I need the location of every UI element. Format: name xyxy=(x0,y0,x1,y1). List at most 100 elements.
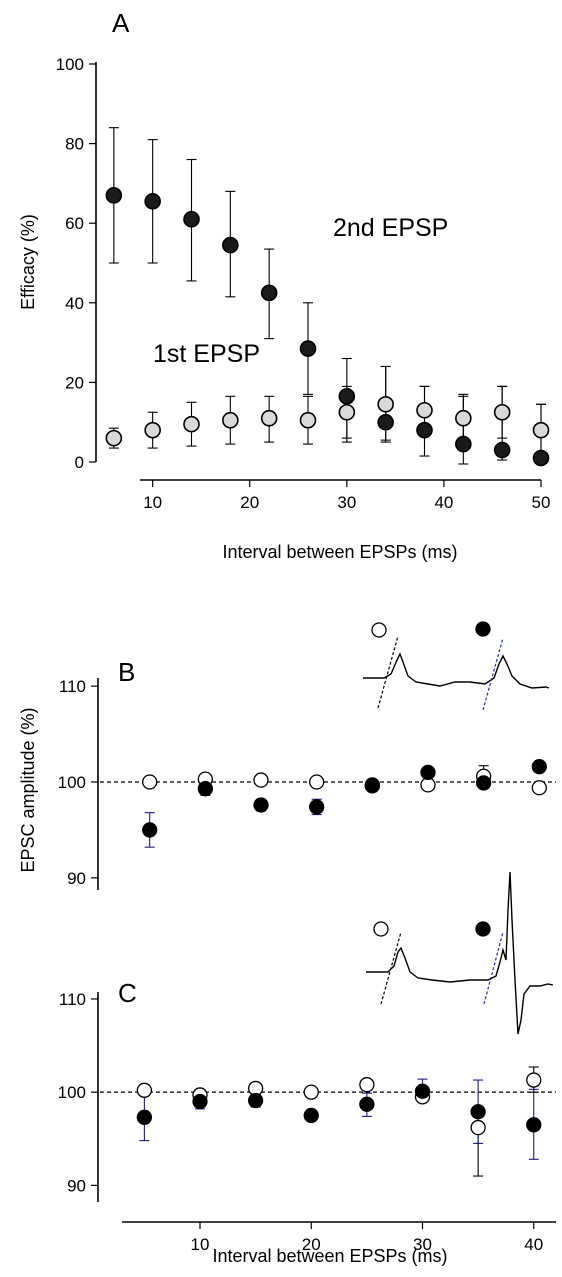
inset-b-open-marker xyxy=(371,622,387,638)
panel-a-y-tick-label: 20 xyxy=(65,373,84,392)
panel-b-point-filled xyxy=(420,764,436,781)
panel-b-inset-trace xyxy=(363,621,550,711)
panel-a-point-1st-epsp xyxy=(105,429,123,447)
panel-b-point-filled xyxy=(364,778,380,794)
panel-b-point-open xyxy=(142,774,158,790)
panel-c-point-open xyxy=(470,1119,486,1136)
panel-b-y-tick-label: 110 xyxy=(59,677,86,696)
panel-b-letter: B xyxy=(118,657,135,687)
panel-c-point-filled xyxy=(192,1093,208,1110)
panel-c-x-tick-label: 40 xyxy=(524,1235,543,1254)
panel-a-point-2nd-epsp xyxy=(338,388,356,405)
panel-c-point-filled xyxy=(247,1092,264,1109)
panel-b-y-label: EPSC amplitude (%) xyxy=(18,707,38,872)
panel-a-x-tick-label: 10 xyxy=(143,493,162,512)
panel-b-point-filled xyxy=(475,775,492,791)
panel-a-point-2nd-epsp xyxy=(455,435,472,453)
inset-b-trace xyxy=(363,652,550,689)
panel-a-y-tick-label: 60 xyxy=(65,214,84,233)
panel-c-x-tick-label: 10 xyxy=(191,1235,210,1254)
panel-a-point-2nd-epsp xyxy=(377,413,394,431)
panel-a-point-1st-epsp xyxy=(377,395,394,413)
panel-a-point-1st-epsp xyxy=(260,409,278,427)
panel-a-x-tick-label: 20 xyxy=(240,493,259,512)
inset-b-filled-marker xyxy=(475,621,491,637)
panel-a-ticks: 0 20 40 60 80 100 10 20 30 40 50 xyxy=(56,55,551,512)
inset-c-open-marker xyxy=(373,921,389,937)
panel-c-point-open xyxy=(359,1077,375,1093)
panel-c: C Interval between EPSPs (ms) 90 100 110 10… xyxy=(58,871,556,1266)
panel-b: B EPSC amplitude (%) 90 100 110 xyxy=(18,621,556,890)
panel-a-point-1st-epsp xyxy=(455,409,472,427)
panel-a-point-2nd-epsp xyxy=(183,210,200,228)
panel-a-marks xyxy=(105,127,550,467)
panel-a-y-tick-label: 40 xyxy=(65,294,84,313)
panel-c-x-label: Interval between EPSPs (ms) xyxy=(212,1246,447,1266)
series-label-2nd-epsp: 2nd EPSP xyxy=(333,214,448,242)
panel-a-x-label: Interval between EPSPs (ms) xyxy=(222,542,457,562)
panel-b-point-filled xyxy=(142,822,158,838)
panel-a-point-1st-epsp xyxy=(338,403,356,421)
series-label-1st-epsp: 1st EPSP xyxy=(153,340,260,368)
panel-a-letter: A xyxy=(112,8,130,38)
panel-b-point-open xyxy=(309,774,325,790)
panel-c-letter: C xyxy=(118,978,137,1008)
panel-b-y-tick-label: 90 xyxy=(67,869,86,888)
panel-b-marks xyxy=(100,759,556,848)
inset-c-filled-marker xyxy=(475,921,491,937)
inset-c-slope-1 xyxy=(380,931,402,1005)
panel-a-point-1st-epsp xyxy=(493,403,511,421)
panel-b-point-filled xyxy=(309,799,325,815)
panel-a-y-tick-label: 100 xyxy=(56,55,84,74)
panel-a-point-2nd-epsp xyxy=(222,236,239,254)
panel-a-point-1st-epsp xyxy=(183,415,200,433)
panel-a-point-2nd-epsp xyxy=(260,284,278,302)
panel-b-point-open xyxy=(253,772,269,788)
panel-a-point-2nd-epsp xyxy=(144,193,161,210)
panel-a-point-2nd-epsp xyxy=(532,449,550,467)
panel-c-point-open xyxy=(526,1072,542,1088)
panel-c-point-filled xyxy=(136,1109,153,1125)
panel-a-x-tick-label: 40 xyxy=(434,493,453,512)
panel-c-point-open xyxy=(136,1082,153,1098)
panel-b-point-filled xyxy=(531,759,547,775)
inset-b-slope-1 xyxy=(377,635,399,709)
panel-a-point-2nd-epsp xyxy=(416,421,433,439)
panel-b-ticks: 90 100 110 xyxy=(58,677,98,888)
panel-c-point-filled xyxy=(303,1107,319,1124)
panel-c-x-tick-label: 20 xyxy=(302,1235,321,1254)
panel-a-x-tick-label: 50 xyxy=(532,493,551,512)
panel-c-y-tick-label: 90 xyxy=(67,1176,86,1195)
panel-a-point-1st-epsp xyxy=(144,421,161,439)
panel-c-point-filled xyxy=(526,1117,542,1133)
inset-c-slope-2 xyxy=(483,931,504,1005)
panel-c-inset-trace xyxy=(366,871,554,1035)
panel-a-point-1st-epsp xyxy=(299,411,317,429)
panel-c-point-filled xyxy=(414,1083,431,1099)
panel-a-y-label: Efficacy (%) xyxy=(18,214,38,310)
panel-a-point-2nd-epsp xyxy=(105,187,123,204)
panel-a-y-tick-label: 80 xyxy=(65,135,84,154)
panel-c-y-tick-label: 100 xyxy=(58,1083,86,1102)
panel-c-y-tick-label: 110 xyxy=(59,990,86,1009)
panel-a-point-1st-epsp xyxy=(532,421,550,439)
panel-a: A Efficacy (%) Interval between EPSPs (m… xyxy=(18,8,550,562)
panel-a-y-tick-label: 0 xyxy=(75,453,84,472)
panel-a-point-2nd-epsp xyxy=(493,441,511,459)
panel-c-point-filled xyxy=(359,1096,375,1112)
inset-b-slope-2 xyxy=(482,637,504,711)
panel-a-x-tick-label: 30 xyxy=(337,493,356,512)
panel-b-y-tick-label: 100 xyxy=(58,773,86,792)
panel-b-point-filled xyxy=(197,781,214,797)
panel-c-point-filled xyxy=(470,1104,486,1120)
inset-c-trace xyxy=(366,871,554,1035)
panel-a-point-1st-epsp xyxy=(222,411,239,429)
panel-c-marks xyxy=(100,1066,556,1177)
panel-c-ticks: 90 100 110 10 20 30 40 xyxy=(58,990,544,1254)
panel-b-point-filled xyxy=(253,797,269,813)
panel-b-point-open xyxy=(531,780,547,796)
panel-a-point-2nd-epsp xyxy=(299,340,317,357)
panel-c-x-tick-label: 30 xyxy=(413,1235,432,1254)
panel-a-point-1st-epsp xyxy=(416,401,433,419)
